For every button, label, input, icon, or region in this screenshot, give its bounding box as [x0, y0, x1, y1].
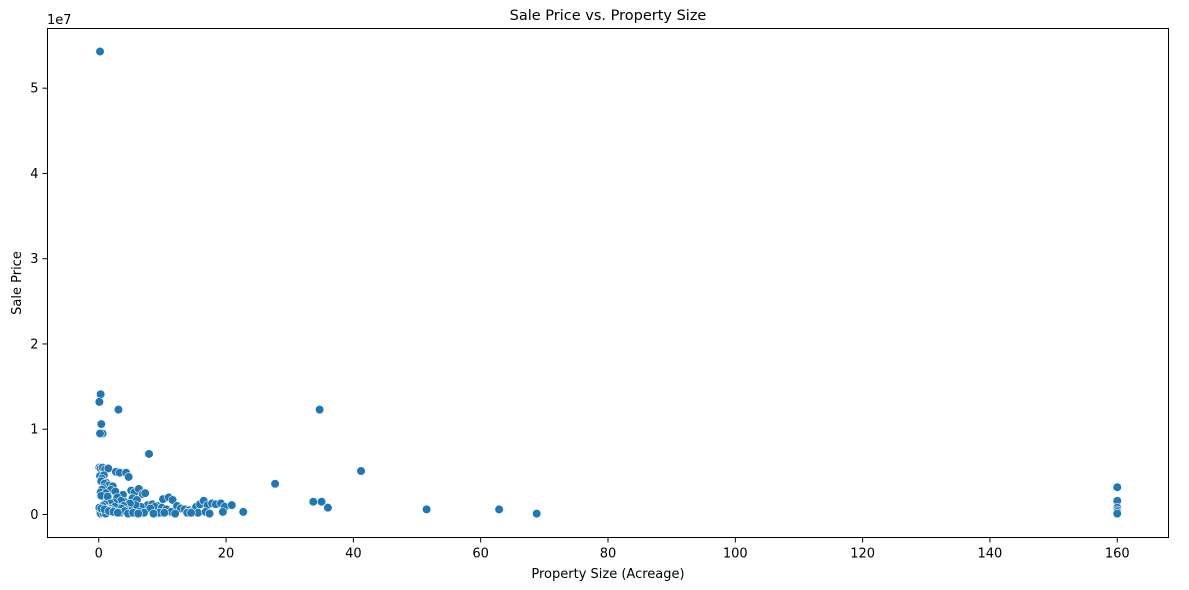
y-tick-label: 4	[30, 167, 38, 182]
y-axis-offset-label: 1e7	[47, 13, 72, 28]
y-axis-ticks: 0 1 2 3 4 5	[30, 82, 48, 523]
y-tick-label: 5	[30, 82, 38, 97]
data-point	[113, 508, 123, 518]
y-tick-label: 1	[30, 423, 38, 438]
chart-title: Sale Price vs. Property Size	[510, 8, 707, 24]
data-point	[308, 497, 318, 507]
data-point	[316, 497, 327, 507]
data-point	[95, 428, 105, 439]
data-point	[124, 472, 134, 482]
data-point	[204, 509, 215, 519]
data-point	[144, 449, 154, 459]
data-point	[227, 500, 237, 510]
x-tick-label: 100	[723, 547, 748, 562]
data-point	[270, 479, 280, 489]
x-tick-label: 20	[218, 547, 235, 562]
data-point	[140, 488, 150, 498]
data-point	[159, 508, 169, 518]
data-point	[170, 509, 180, 519]
data-point	[96, 389, 106, 399]
data-point	[323, 503, 333, 513]
y-tick-label: 2	[30, 337, 38, 352]
x-axis-ticks: 0 20 40 60 80 100 120 140 160	[95, 537, 1130, 562]
x-tick-label: 160	[1105, 547, 1130, 562]
data-point	[494, 504, 504, 514]
plot-area-frame	[47, 28, 1169, 538]
data-point	[421, 504, 432, 514]
data-point	[113, 405, 124, 415]
data-point	[96, 419, 106, 429]
data-points	[94, 46, 1122, 519]
data-point	[133, 509, 143, 519]
y-axis-label: Sale Price	[10, 251, 25, 315]
data-point	[1112, 509, 1122, 519]
data-point	[218, 507, 228, 517]
x-axis-label: Property Size (Acreage)	[531, 567, 684, 582]
data-point	[532, 509, 542, 519]
data-point	[94, 397, 104, 407]
data-point	[186, 508, 196, 518]
data-point	[315, 405, 325, 415]
data-point	[148, 509, 159, 519]
data-point	[238, 507, 248, 517]
data-point	[103, 463, 113, 474]
x-tick-label: 120	[850, 547, 875, 562]
x-tick-label: 140	[978, 547, 1003, 562]
data-point	[356, 466, 366, 476]
x-tick-label: 40	[345, 547, 362, 562]
x-tick-label: 80	[600, 547, 617, 562]
x-tick-label: 0	[95, 547, 103, 562]
data-point	[1112, 482, 1122, 492]
x-tick-label: 60	[472, 547, 489, 562]
y-tick-label: 0	[30, 508, 38, 523]
data-point	[95, 46, 105, 57]
y-tick-label: 3	[30, 252, 38, 267]
